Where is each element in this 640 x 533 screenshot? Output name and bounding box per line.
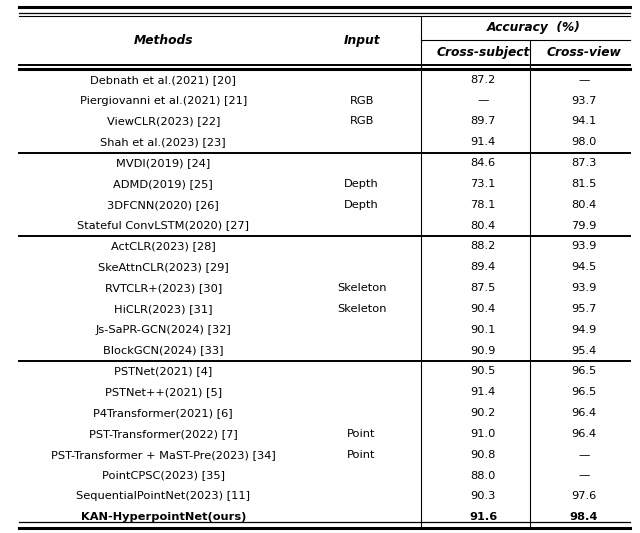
Text: 90.3: 90.3 [470,491,496,502]
Text: Accuracy  (%): Accuracy (%) [486,21,580,35]
Text: 79.9: 79.9 [571,221,596,231]
Text: ViewCLR(2023) [22]: ViewCLR(2023) [22] [106,116,220,126]
Text: 81.5: 81.5 [571,179,596,189]
Text: 73.1: 73.1 [470,179,496,189]
Text: Js-SaPR-GCN(2024) [32]: Js-SaPR-GCN(2024) [32] [95,325,231,335]
Text: SkeAttnCLR(2023) [29]: SkeAttnCLR(2023) [29] [98,262,228,272]
Text: 84.6: 84.6 [470,158,496,168]
Text: 87.3: 87.3 [571,158,596,168]
Text: 87.2: 87.2 [470,75,496,85]
Text: KAN-HyperpointNet(ours): KAN-HyperpointNet(ours) [81,512,246,522]
Text: —: — [578,450,589,460]
Text: 94.1: 94.1 [571,116,596,126]
Text: Piergiovanni et al.(2021) [21]: Piergiovanni et al.(2021) [21] [79,95,247,106]
Text: Input: Input [343,34,380,47]
Text: 91.0: 91.0 [470,429,496,439]
Text: 91.4: 91.4 [470,137,496,147]
Text: ActCLR(2023) [28]: ActCLR(2023) [28] [111,241,216,252]
Text: 90.9: 90.9 [470,345,496,356]
Text: 96.4: 96.4 [571,429,596,439]
Text: 90.2: 90.2 [470,408,496,418]
Text: —: — [578,75,589,85]
Text: Shah et al.(2023) [23]: Shah et al.(2023) [23] [100,137,226,147]
Text: SequentialPointNet(2023) [11]: SequentialPointNet(2023) [11] [76,491,250,502]
Text: PSTNet++(2021) [5]: PSTNet++(2021) [5] [104,387,222,397]
Text: 94.5: 94.5 [571,262,596,272]
Text: 93.9: 93.9 [571,241,596,252]
Text: 91.6: 91.6 [469,512,497,522]
Text: 88.2: 88.2 [470,241,496,252]
Text: HiCLR(2023) [31]: HiCLR(2023) [31] [114,304,212,314]
Text: —: — [477,95,489,106]
Text: 94.9: 94.9 [571,325,596,335]
Text: RGB: RGB [349,95,374,106]
Text: 96.5: 96.5 [571,387,596,397]
Text: 89.7: 89.7 [470,116,496,126]
Text: Depth: Depth [344,179,379,189]
Text: 96.5: 96.5 [571,366,596,376]
Text: Debnath et al.(2021) [20]: Debnath et al.(2021) [20] [90,75,236,85]
Text: 88.0: 88.0 [470,471,496,481]
Text: 78.1: 78.1 [470,200,496,209]
Text: PSTNet(2021) [4]: PSTNet(2021) [4] [114,366,212,376]
Text: 90.5: 90.5 [470,366,496,376]
Text: P4Transformer(2021) [6]: P4Transformer(2021) [6] [93,408,233,418]
Text: Methods: Methods [134,34,193,47]
Text: 87.5: 87.5 [470,283,496,293]
Text: Point: Point [348,450,376,460]
Text: 90.8: 90.8 [470,450,496,460]
Text: —: — [578,471,589,481]
Text: MVDI(2019) [24]: MVDI(2019) [24] [116,158,211,168]
Text: RGB: RGB [349,116,374,126]
Text: Skeleton: Skeleton [337,283,387,293]
Text: 90.4: 90.4 [470,304,496,314]
Text: 98.0: 98.0 [571,137,596,147]
Text: PST-Transformer + MaST-Pre(2023) [34]: PST-Transformer + MaST-Pre(2023) [34] [51,450,276,460]
Text: 95.4: 95.4 [571,345,596,356]
Text: 80.4: 80.4 [571,200,596,209]
Text: 89.4: 89.4 [470,262,496,272]
Text: 91.4: 91.4 [470,387,496,397]
Text: Stateful ConvLSTM(2020) [27]: Stateful ConvLSTM(2020) [27] [77,221,249,231]
Text: Skeleton: Skeleton [337,304,387,314]
Text: 93.7: 93.7 [571,95,596,106]
Text: 93.9: 93.9 [571,283,596,293]
Text: PST-Transformer(2022) [7]: PST-Transformer(2022) [7] [89,429,237,439]
Text: ADMD(2019) [25]: ADMD(2019) [25] [113,179,213,189]
Text: Depth: Depth [344,200,379,209]
Text: Point: Point [348,429,376,439]
Text: 98.4: 98.4 [570,512,598,522]
Text: 97.6: 97.6 [571,491,596,502]
Text: RVTCLR+(2023) [30]: RVTCLR+(2023) [30] [104,283,222,293]
Text: 80.4: 80.4 [470,221,496,231]
Text: 96.4: 96.4 [571,408,596,418]
Text: 95.7: 95.7 [571,304,596,314]
Text: BlockGCN(2024) [33]: BlockGCN(2024) [33] [103,345,223,356]
Text: PointCPSC(2023) [35]: PointCPSC(2023) [35] [102,471,225,481]
Text: 90.1: 90.1 [470,325,496,335]
Text: 3DFCNN(2020) [26]: 3DFCNN(2020) [26] [108,200,219,209]
Text: Cross-subject: Cross-subject [436,46,530,59]
Text: Cross-view: Cross-view [547,46,621,59]
